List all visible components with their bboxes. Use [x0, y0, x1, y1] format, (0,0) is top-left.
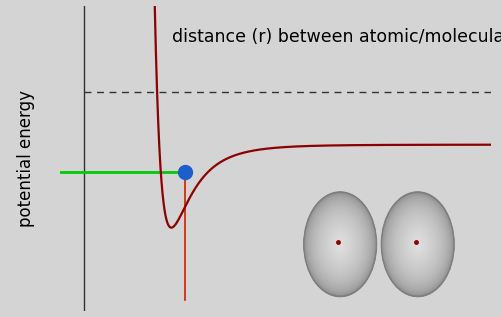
- Ellipse shape: [306, 195, 375, 294]
- Ellipse shape: [415, 240, 421, 249]
- Ellipse shape: [304, 192, 377, 297]
- Ellipse shape: [397, 214, 439, 274]
- Text: distance (r) between atomic/molecular centers: distance (r) between atomic/molecular ce…: [172, 28, 501, 46]
- Ellipse shape: [389, 204, 446, 285]
- Ellipse shape: [339, 243, 341, 246]
- Ellipse shape: [318, 213, 362, 276]
- Ellipse shape: [338, 241, 342, 247]
- Ellipse shape: [416, 241, 420, 247]
- Ellipse shape: [392, 207, 444, 282]
- Ellipse shape: [313, 205, 367, 283]
- Ellipse shape: [308, 198, 373, 291]
- Ellipse shape: [388, 202, 447, 286]
- Ellipse shape: [399, 217, 436, 271]
- Ellipse shape: [396, 213, 440, 276]
- Ellipse shape: [310, 201, 371, 288]
- Ellipse shape: [410, 234, 425, 255]
- Ellipse shape: [337, 240, 343, 249]
- Ellipse shape: [387, 201, 448, 288]
- Ellipse shape: [412, 237, 423, 252]
- Ellipse shape: [319, 214, 361, 274]
- Ellipse shape: [393, 208, 443, 280]
- Ellipse shape: [336, 238, 344, 250]
- Ellipse shape: [311, 202, 369, 286]
- Ellipse shape: [404, 225, 431, 264]
- Ellipse shape: [322, 219, 358, 270]
- Ellipse shape: [328, 226, 353, 262]
- Ellipse shape: [334, 235, 347, 253]
- Point: [181, 170, 189, 175]
- Ellipse shape: [305, 193, 376, 295]
- Ellipse shape: [324, 220, 357, 268]
- Ellipse shape: [417, 243, 419, 246]
- Ellipse shape: [394, 210, 442, 279]
- Text: potential energy: potential energy: [17, 90, 35, 227]
- Ellipse shape: [331, 231, 350, 258]
- Ellipse shape: [398, 216, 437, 273]
- Ellipse shape: [325, 222, 356, 267]
- Ellipse shape: [405, 226, 430, 262]
- Ellipse shape: [335, 237, 345, 252]
- Ellipse shape: [312, 204, 368, 285]
- Ellipse shape: [382, 193, 453, 295]
- Ellipse shape: [401, 220, 434, 268]
- Ellipse shape: [408, 231, 427, 258]
- Ellipse shape: [409, 232, 426, 256]
- Ellipse shape: [321, 217, 359, 271]
- Ellipse shape: [320, 216, 360, 273]
- Ellipse shape: [314, 207, 366, 282]
- Ellipse shape: [386, 199, 449, 289]
- Ellipse shape: [309, 199, 372, 289]
- Ellipse shape: [385, 198, 450, 291]
- Ellipse shape: [395, 211, 441, 277]
- Ellipse shape: [381, 192, 454, 297]
- Ellipse shape: [406, 228, 429, 261]
- Ellipse shape: [332, 232, 349, 256]
- Ellipse shape: [315, 208, 365, 280]
- Ellipse shape: [384, 196, 451, 292]
- Ellipse shape: [329, 228, 352, 261]
- Ellipse shape: [307, 196, 374, 292]
- Ellipse shape: [403, 223, 432, 265]
- Ellipse shape: [330, 229, 351, 259]
- Ellipse shape: [400, 219, 435, 270]
- Ellipse shape: [326, 223, 355, 265]
- Ellipse shape: [316, 210, 364, 279]
- Ellipse shape: [383, 195, 452, 294]
- Ellipse shape: [317, 211, 363, 277]
- Ellipse shape: [390, 205, 445, 283]
- Ellipse shape: [333, 234, 348, 255]
- Ellipse shape: [413, 238, 422, 250]
- Ellipse shape: [402, 222, 433, 267]
- Ellipse shape: [411, 235, 424, 253]
- Ellipse shape: [327, 225, 354, 264]
- Ellipse shape: [407, 229, 428, 259]
